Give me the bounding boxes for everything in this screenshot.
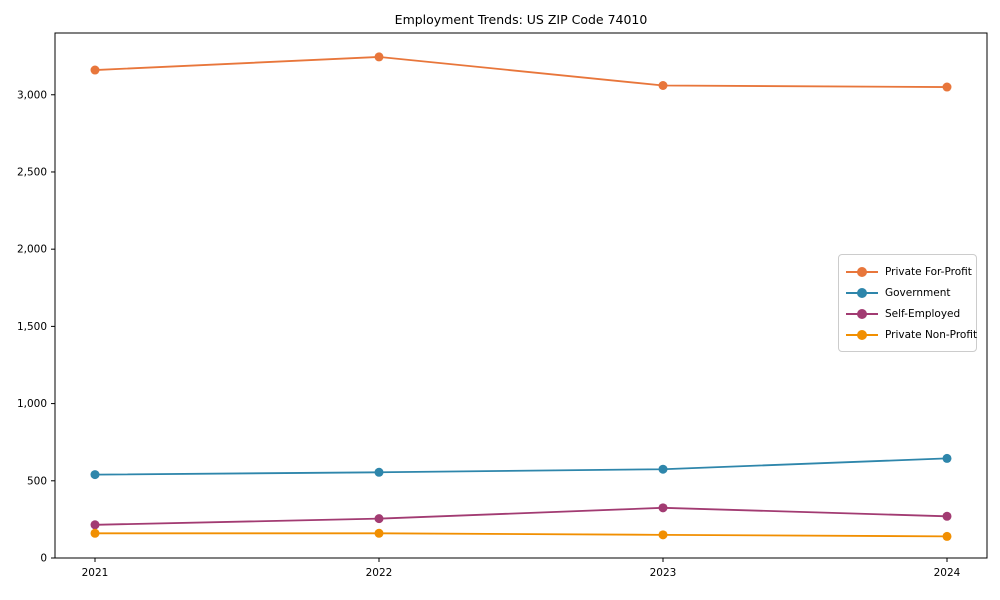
legend-item: Private Non-Profit (846, 324, 977, 345)
y-tick-label: 500 (27, 475, 47, 487)
data-point-private-non-profit (90, 528, 100, 538)
y-tick-label: 2,500 (17, 166, 47, 178)
data-point-private-for-profit (90, 65, 100, 75)
data-point-private-for-profit (374, 52, 384, 62)
legend-label: Self-Employed (885, 307, 961, 320)
data-point-private-for-profit (942, 82, 952, 92)
y-tick-label: 1,000 (17, 398, 47, 410)
legend-item: Self-Employed (846, 303, 968, 324)
x-tick-label: 2024 (934, 567, 961, 579)
data-point-government (942, 453, 952, 463)
data-point-self-employed (374, 514, 384, 524)
legend-label: Private Non-Profit (885, 328, 978, 341)
legend-line-marker-icon (846, 287, 878, 298)
legend-item: Government (846, 282, 968, 303)
y-tick-label: 3,000 (17, 89, 47, 101)
series-line-self-employed (94, 506, 948, 526)
y-tick-label: 1,500 (17, 321, 47, 333)
legend-label: Government (885, 286, 951, 299)
legend-dot (857, 287, 867, 298)
data-point-self-employed (658, 503, 668, 513)
legend: Private For-Profit Government Self-Employe… (838, 254, 977, 352)
legend-dot (857, 266, 867, 277)
data-point-private-non-profit (942, 531, 952, 541)
data-point-government (374, 467, 384, 477)
legend-item: Private For-Profit (846, 261, 972, 282)
data-point-self-employed (90, 520, 100, 530)
series-line-government (94, 457, 948, 476)
x-tick-label: 2023 (650, 567, 677, 579)
legend-label: Private For-Profit (885, 265, 972, 278)
y-tick-label: 0 (40, 553, 47, 565)
data-point-private-non-profit (658, 530, 668, 540)
legend-dot (857, 308, 867, 319)
data-point-private-for-profit (658, 81, 668, 90)
legend-line-marker-icon (846, 266, 878, 277)
legend-dot (857, 329, 867, 340)
data-point-government (658, 464, 668, 474)
series-line-private-non-profit (95, 532, 948, 538)
data-point-self-employed (942, 511, 952, 521)
y-tick-label: 2,000 (17, 244, 47, 256)
legend-line-marker-icon (846, 329, 878, 340)
data-point-private-non-profit (374, 528, 384, 538)
axes-frame (54, 32, 988, 559)
series-line-private-for-profit (94, 56, 948, 88)
x-tick-label: 2021 (82, 567, 109, 579)
x-tick-label: 2022 (366, 567, 393, 579)
data-point-government (90, 470, 100, 480)
legend-line-marker-icon (846, 308, 878, 319)
chart-title: Employment Trends: US ZIP Code 74010 (394, 12, 648, 27)
